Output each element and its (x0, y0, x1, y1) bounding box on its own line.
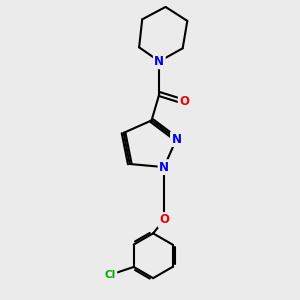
Text: Cl: Cl (105, 270, 116, 280)
Text: O: O (179, 95, 189, 108)
Text: N: N (154, 55, 164, 68)
Text: N: N (159, 160, 169, 174)
Text: N: N (171, 133, 182, 146)
Text: O: O (159, 214, 169, 226)
